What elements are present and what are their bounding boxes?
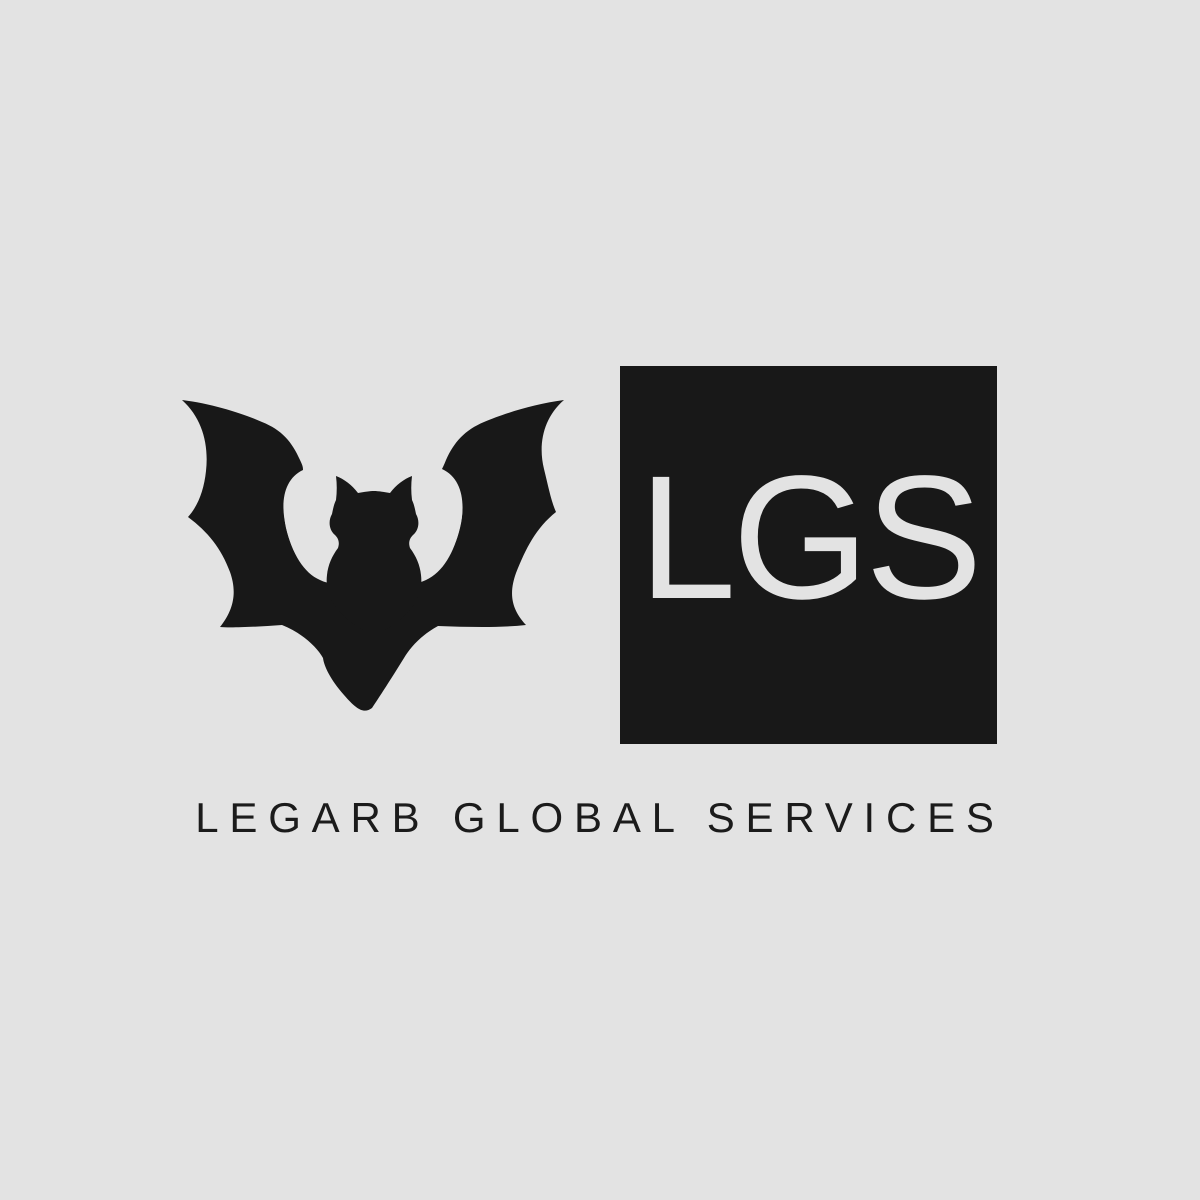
- company-name: LEGARB GLOBAL SERVICES: [195, 794, 1005, 841]
- monogram-box: LGS: [620, 366, 997, 744]
- monogram: LGS: [638, 440, 982, 636]
- bat-icon: [178, 392, 568, 714]
